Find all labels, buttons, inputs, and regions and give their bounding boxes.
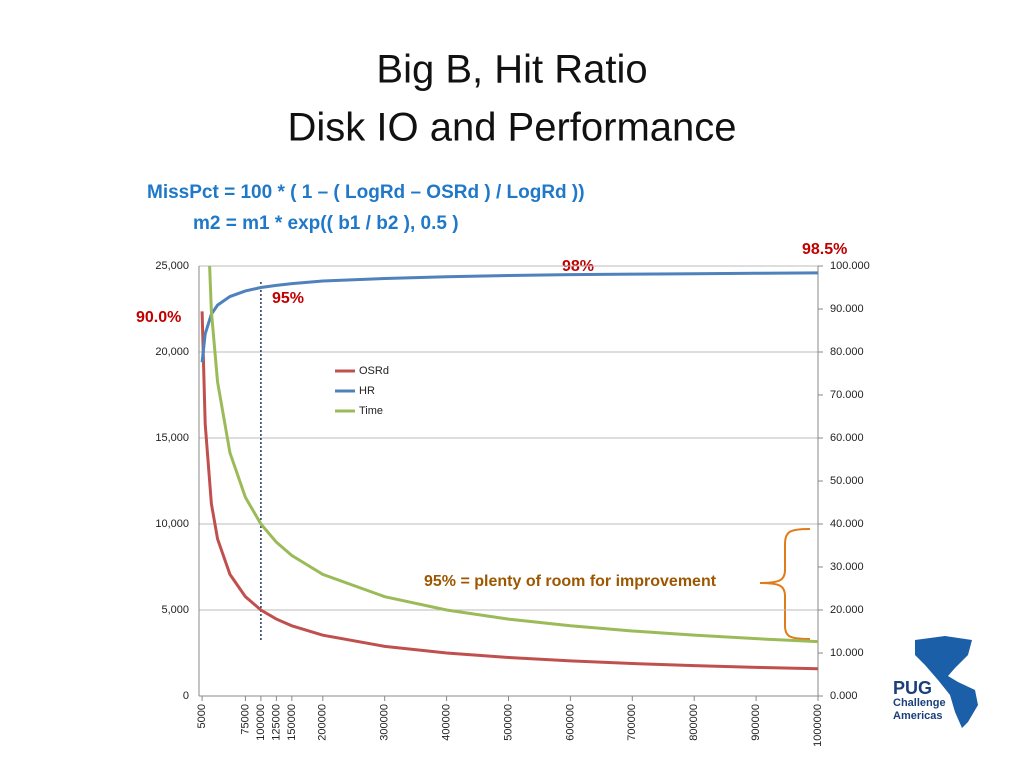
logo-map <box>915 636 978 728</box>
y2-tick-label: 90.000 <box>830 303 864 315</box>
annotation: 98.5% <box>802 241 847 258</box>
y2-tick-label: 40.000 <box>830 518 864 530</box>
y2-tick-label: 60.000 <box>830 432 864 444</box>
legend-label: HR <box>359 385 375 397</box>
x-tick-label: 600000 <box>564 704 576 741</box>
logo-text: PUG <box>893 678 932 698</box>
annotation: 90.0% <box>136 309 181 326</box>
logo-text: Challenge <box>893 697 946 709</box>
x-tick-label: 125000 <box>270 704 282 741</box>
y-tick-label: 5,000 <box>161 604 189 616</box>
y2-tick-label: 80.000 <box>830 346 864 358</box>
series-line <box>200 271 818 363</box>
legend-label: Time <box>359 405 383 417</box>
title-line: Disk IO and Performance <box>287 106 736 150</box>
y2-tick-label: 50.000 <box>830 475 864 487</box>
legend-label: OSRd <box>359 365 389 377</box>
y-tick-label: 15,000 <box>155 432 189 444</box>
series-line <box>200 311 818 671</box>
x-tick-label: 500000 <box>502 704 514 741</box>
y2-tick-label: 70.000 <box>830 389 864 401</box>
plot-area <box>200 266 818 671</box>
x-tick-label: 700000 <box>626 704 638 741</box>
y2-tick-label: 100.000 <box>830 260 870 272</box>
x-tick-label: 100000 <box>255 704 267 741</box>
annotation: 98% <box>562 258 594 275</box>
formula: m2 = m1 * exp(( b1 / b2 ), 0.5 ) <box>193 213 459 234</box>
x-tick-label: 300000 <box>379 704 391 741</box>
series-line <box>208 266 818 644</box>
brace <box>759 528 811 640</box>
x-tick-label: 200000 <box>317 704 329 741</box>
y-tick-label: 25,000 <box>155 260 189 272</box>
y2-tick-label: 20.000 <box>830 604 864 616</box>
x-tick-label: 400000 <box>441 704 453 741</box>
formula: MissPct = 100 * ( 1 – ( LogRd – OSRd ) /… <box>147 182 585 203</box>
x-tick-label: 900000 <box>750 704 762 741</box>
x-tick-label: 75000 <box>239 704 251 735</box>
annotation: 95% <box>272 290 304 307</box>
x-tick-label: 800000 <box>688 704 700 741</box>
logo-text: Americas <box>893 710 943 722</box>
y-tick-label: 10,000 <box>155 518 189 530</box>
logo: PUG Challenge Americas <box>893 636 978 728</box>
title-line: Big B, Hit Ratio <box>376 48 647 92</box>
annotation: 95% = plenty of room for improvement <box>424 573 717 590</box>
y2-tick-label: 30.000 <box>830 561 864 573</box>
x-tick-label: 150000 <box>286 704 298 741</box>
x-tick-label: 5000 <box>196 704 208 728</box>
y-tick-label: 0 <box>183 690 189 702</box>
x-tick-label: 1000000 <box>812 704 824 747</box>
y-tick-label: 20,000 <box>155 346 189 358</box>
y2-tick-label: 0.000 <box>830 690 858 702</box>
y2-tick-label: 10.000 <box>830 647 864 659</box>
